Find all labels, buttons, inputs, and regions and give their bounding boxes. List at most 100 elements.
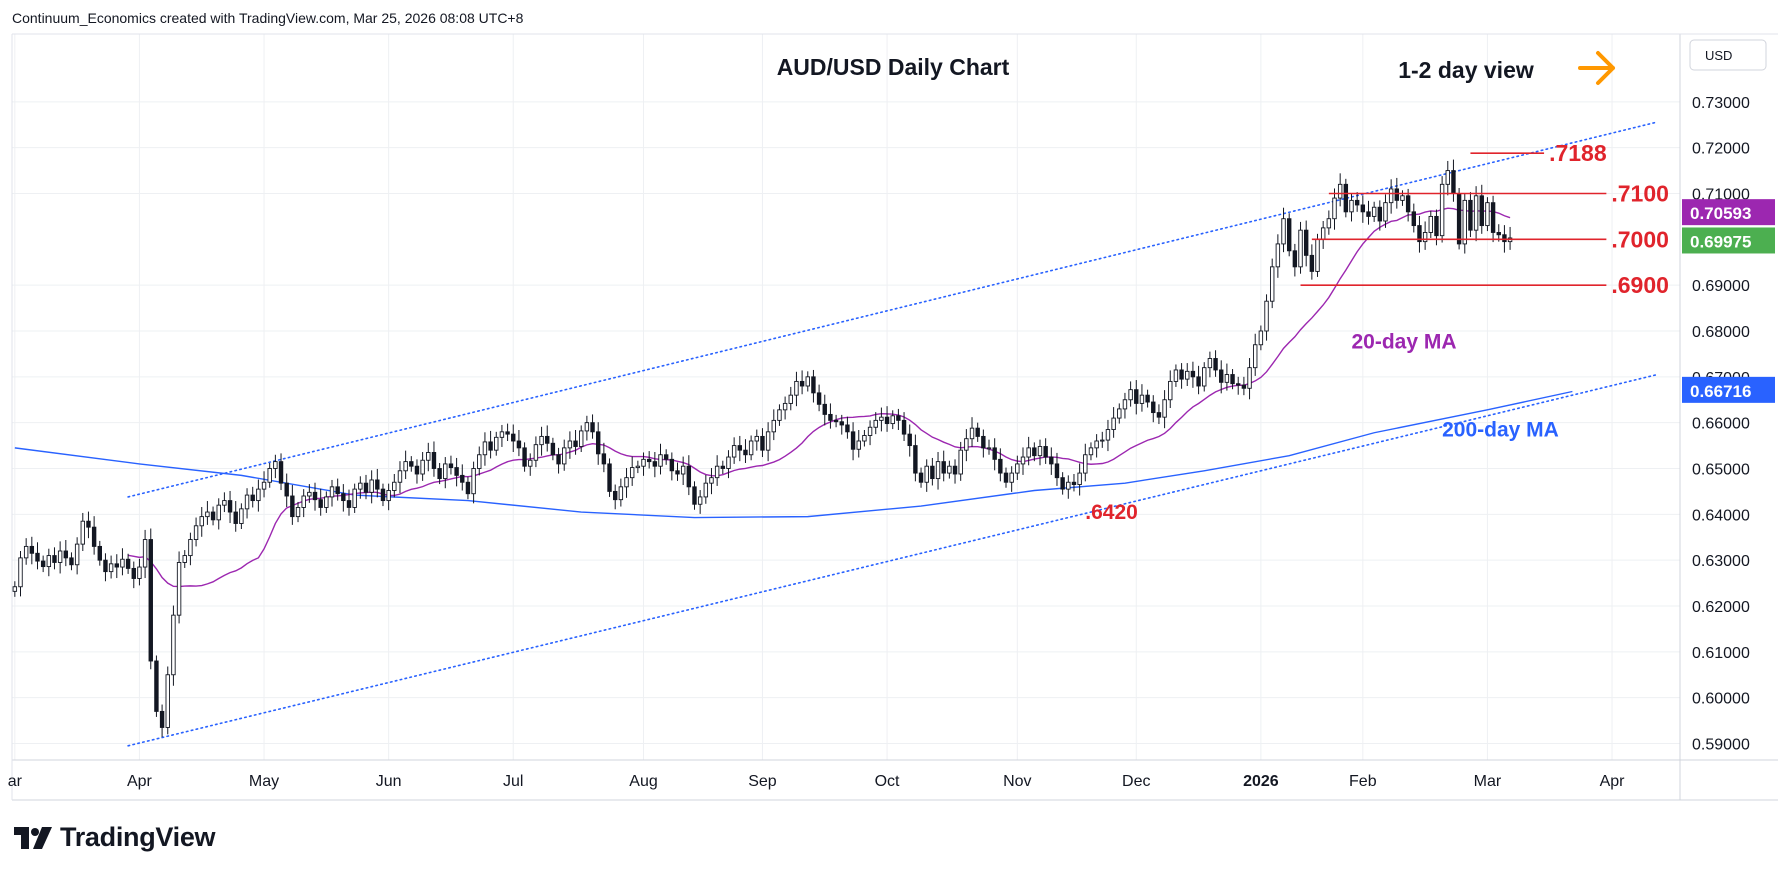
candle-body xyxy=(1298,229,1303,268)
candle-body xyxy=(1139,394,1145,404)
candle xyxy=(686,455,692,496)
candle xyxy=(233,501,238,532)
candlesticks xyxy=(12,159,1513,738)
candle xyxy=(488,430,493,459)
y-tick-label: 0.60000 xyxy=(1692,691,1750,708)
price-tag-text: 0.66716 xyxy=(1690,382,1751,401)
candle-body xyxy=(952,465,958,475)
candle xyxy=(601,442,607,473)
candle xyxy=(1315,233,1320,277)
candle-body xyxy=(601,453,607,465)
candle-body xyxy=(1326,218,1332,229)
y-tick-label: 0.68000 xyxy=(1692,324,1750,341)
candle-body xyxy=(1173,369,1179,382)
candle-body xyxy=(658,454,663,467)
candle-body xyxy=(771,419,776,433)
candle xyxy=(935,452,941,490)
candle xyxy=(958,441,963,481)
candle-body xyxy=(1043,446,1048,458)
candle xyxy=(1083,443,1088,482)
candle-body xyxy=(556,454,561,465)
candle-body xyxy=(856,440,861,450)
candle xyxy=(1077,463,1082,496)
candle xyxy=(975,422,980,442)
candle-body xyxy=(460,474,465,483)
candle-body xyxy=(494,436,499,451)
candle-body xyxy=(443,463,448,480)
candle-body xyxy=(516,440,522,449)
candle xyxy=(120,548,125,576)
candle-body xyxy=(663,454,669,460)
candle-body xyxy=(193,525,199,540)
candle-body xyxy=(375,479,380,490)
chart-subtitle: 1-2 day view xyxy=(1398,57,1534,83)
candle-body xyxy=(1054,463,1060,479)
candle-body xyxy=(216,504,221,521)
candle-body xyxy=(148,539,153,662)
candle xyxy=(86,511,91,539)
candle-body xyxy=(1162,399,1167,418)
candle-body xyxy=(1439,183,1445,237)
candle-body xyxy=(958,449,963,475)
candle xyxy=(624,468,629,498)
candle-body xyxy=(607,463,612,492)
candle-body xyxy=(528,459,533,467)
candle-body xyxy=(1343,183,1349,213)
candle-body xyxy=(1190,370,1196,378)
y-tick-label: 0.63000 xyxy=(1692,553,1750,570)
candle xyxy=(1054,452,1060,486)
candle xyxy=(341,484,346,512)
candle-body xyxy=(794,380,799,396)
candle xyxy=(516,430,522,457)
candle xyxy=(1332,188,1337,230)
candle xyxy=(1151,395,1156,423)
candle xyxy=(1456,188,1462,250)
candle-body xyxy=(1236,383,1241,386)
candle-body xyxy=(629,467,635,479)
candle xyxy=(477,446,482,476)
candle-body xyxy=(1490,202,1496,233)
candle-body xyxy=(935,461,941,480)
candle xyxy=(482,432,488,466)
candle-body xyxy=(312,491,318,501)
candle xyxy=(125,553,131,574)
candle xyxy=(346,489,352,516)
level-label: .6900 xyxy=(1611,272,1669,298)
candle-body xyxy=(511,433,516,442)
chart-header-caption: Continuum_Economics created with Trading… xyxy=(12,10,524,26)
candle-body xyxy=(46,555,52,568)
candle xyxy=(380,483,386,507)
candle xyxy=(550,437,556,461)
candle-body xyxy=(1320,227,1326,240)
candle xyxy=(57,541,63,574)
candle xyxy=(1224,363,1230,391)
candle xyxy=(822,394,827,426)
candle xyxy=(839,414,844,435)
channel-lower-line xyxy=(127,373,1659,747)
candle-body xyxy=(709,477,714,484)
candle-body xyxy=(1168,380,1173,401)
candle xyxy=(460,464,465,491)
candle xyxy=(278,453,284,491)
price-tag-box xyxy=(1682,199,1775,226)
candle xyxy=(1445,160,1450,196)
candle xyxy=(1128,381,1133,407)
candle xyxy=(896,408,901,430)
candle xyxy=(907,424,912,457)
candle xyxy=(1507,226,1513,250)
candle xyxy=(528,453,533,476)
candle-body xyxy=(822,403,827,415)
candle-body xyxy=(1071,481,1077,485)
candle-body xyxy=(550,442,556,456)
candle-body xyxy=(646,458,652,463)
tradingview-logo[interactable]: TradingView xyxy=(14,822,216,853)
candle-body xyxy=(850,431,856,450)
candle xyxy=(1451,159,1456,202)
candle xyxy=(607,458,612,497)
candle xyxy=(1309,244,1315,280)
candle-body xyxy=(1303,229,1309,256)
candle xyxy=(692,481,697,510)
candle xyxy=(1366,200,1371,225)
candle-body xyxy=(748,440,754,456)
